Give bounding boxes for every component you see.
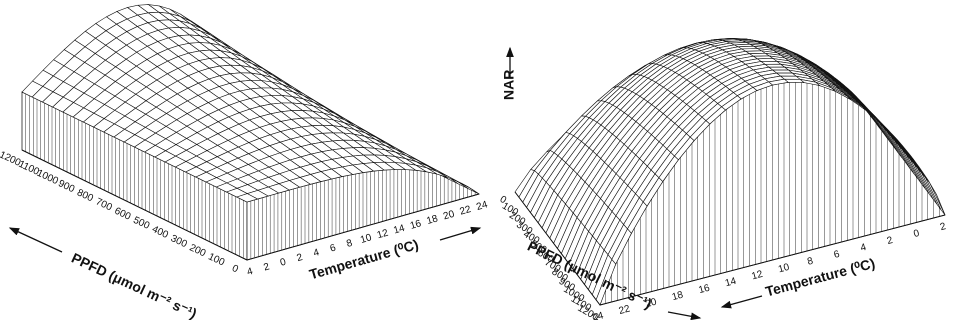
surface-cell — [236, 193, 259, 203]
tick-label: 22 — [459, 204, 473, 218]
tick-label: 8 — [806, 256, 815, 268]
tick-label: 16 — [697, 283, 711, 297]
tick-label: 1000 — [35, 168, 60, 188]
tick-label: 0 — [230, 263, 240, 276]
axis-arrow — [720, 295, 763, 309]
tick-label: 0 — [279, 257, 288, 269]
tick-label: 4 — [312, 247, 321, 259]
tick-label: 12 — [750, 269, 764, 283]
tick-label: 6 — [833, 249, 842, 261]
tick-label: 24 — [475, 199, 489, 213]
tick-label: 2 — [262, 261, 271, 273]
tick-label: 10 — [359, 232, 373, 246]
tick-label: 10 — [777, 262, 791, 276]
tick-label: 700 — [94, 196, 114, 213]
tick-label: 6 — [329, 242, 338, 254]
tick-label: 20 — [442, 209, 456, 223]
tick-label: 16 — [409, 218, 423, 232]
tick-label: 8 — [345, 238, 354, 250]
tick-label: 12 — [376, 227, 390, 241]
tick-label: 4 — [859, 242, 868, 254]
base-edge — [514, 191, 601, 306]
tick-label: 300 — [169, 233, 189, 250]
tick-label: 4 — [246, 266, 255, 278]
right-panel: 0100200300400500600700800900100011001200… — [498, 37, 948, 320]
z-axis-title: NAR — [501, 70, 517, 100]
tick-label: 100 — [206, 251, 226, 268]
tick-label: 200 — [188, 242, 208, 259]
tick-label: 20 — [644, 296, 658, 310]
tick-label: 24 — [591, 310, 605, 320]
tick-label: 2 — [939, 221, 948, 233]
tick-label: 18 — [425, 213, 439, 227]
tick-label: 2 — [886, 235, 895, 247]
tick-label: 800 — [75, 187, 95, 204]
axis-arrow — [8, 227, 63, 253]
tick-label: 2 — [296, 252, 305, 264]
tick-label: 14 — [724, 276, 738, 290]
left-panel: 1200110010009008007006005004003002001000… — [0, 4, 489, 278]
tick-label: 14 — [392, 223, 406, 237]
tick-label: 900 — [56, 178, 76, 195]
axis-arrow — [439, 226, 482, 241]
axis-arrow — [667, 311, 702, 320]
tick-label: 600 — [113, 206, 133, 223]
tick-label: 400 — [150, 224, 170, 241]
base-edge — [246, 193, 480, 261]
tick-label: 0 — [912, 228, 921, 240]
base-edge — [599, 214, 946, 306]
tick-label: 18 — [671, 289, 685, 303]
tick-label: 500 — [131, 215, 151, 232]
axis-title: Temperature (⁰C) — [764, 255, 877, 300]
tick-label: 0 — [498, 194, 509, 207]
axis-title: PPFD (μmol m⁻² s⁻¹) — [69, 250, 199, 320]
tick-label: 22 — [618, 303, 632, 317]
base-edge — [21, 149, 248, 261]
